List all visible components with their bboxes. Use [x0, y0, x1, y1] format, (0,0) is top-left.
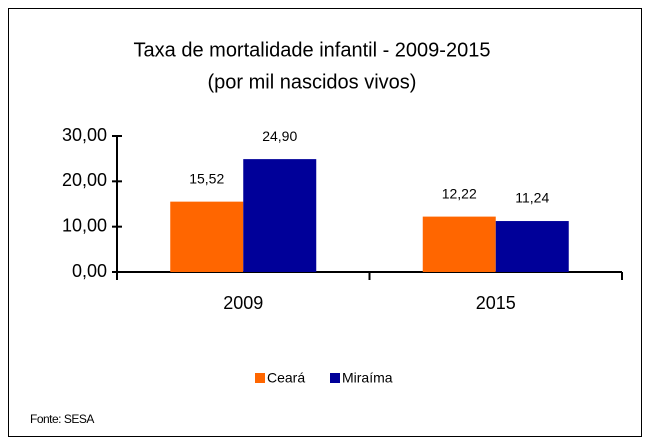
legend-label: Ceará — [267, 370, 305, 386]
y-tick-label: 10,00 — [62, 215, 107, 235]
chart-title: Taxa de mortalidade infantil - 2009-2015 — [134, 39, 491, 61]
y-tick-label: 30,00 — [62, 125, 107, 145]
source-note: Fonte: SESA — [30, 412, 94, 426]
y-tick-label: 20,00 — [62, 170, 107, 190]
legend-swatch — [330, 373, 340, 383]
bar — [495, 221, 569, 272]
x-tick-label: 2015 — [476, 293, 516, 313]
bar — [243, 159, 317, 272]
data-label: 12,22 — [442, 185, 477, 201]
legend-swatch — [255, 373, 265, 383]
x-tick-label: 2009 — [223, 293, 263, 313]
legend-label: Miraíma — [342, 370, 393, 386]
bar — [422, 216, 496, 272]
bar — [170, 201, 244, 272]
data-label: 15,52 — [189, 170, 224, 186]
data-label: 11,24 — [515, 190, 549, 206]
data-label: 24,90 — [262, 128, 297, 144]
chart-subtitle: (por mil nascidos vivos) — [208, 71, 417, 93]
y-tick-label: 0,00 — [72, 261, 107, 281]
